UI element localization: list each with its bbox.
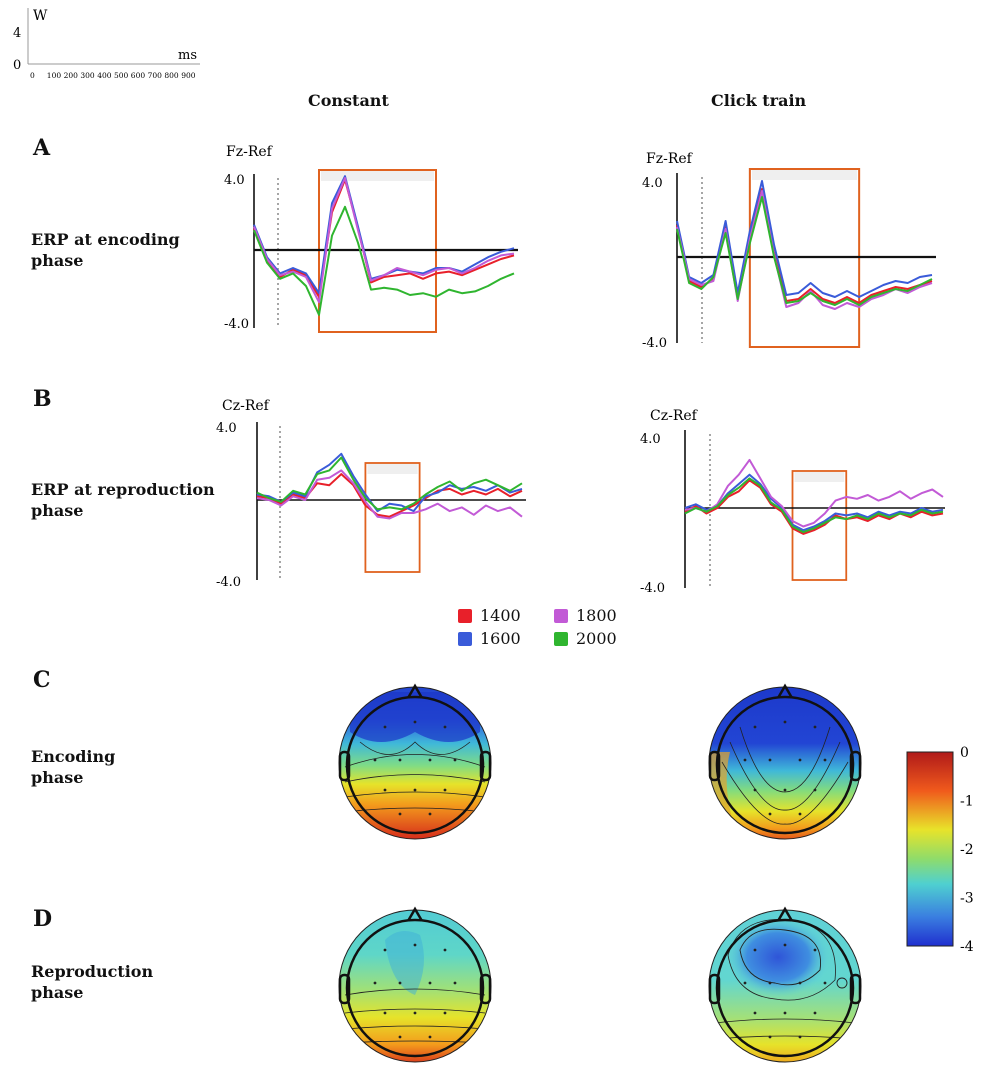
column-header-click-train: Click train <box>711 91 807 110</box>
scale-x-tick: 700 <box>148 71 163 80</box>
colorbar: 0 -1 -2 -3 -4 <box>906 745 974 955</box>
row-label-d-line2: phase <box>31 983 84 1002</box>
colorbar-tick-label: -2 <box>960 842 974 858</box>
legend-swatch-1800 <box>554 608 568 623</box>
series-line-1600 <box>256 452 523 513</box>
scale-y-tick-0: 0 <box>13 58 21 73</box>
scale-x-tick: 300 <box>80 71 95 80</box>
legend-item-1600: 1600 <box>458 629 554 648</box>
erp-chart-reproduction-click-train: Cz-Ref 4.0 -4.0 <box>640 408 945 594</box>
series-line-1600 <box>676 180 933 298</box>
topomap-reproduction-constant <box>338 906 492 1063</box>
scale-x-tick: 600 <box>131 71 146 80</box>
panel-letter-c: C <box>33 667 51 693</box>
row-label-a: ERP at encoding phase <box>31 229 180 271</box>
row-label-c-line2: phase <box>31 768 84 787</box>
scale-x-tick: 900 <box>181 71 196 80</box>
series-line-1400 <box>256 473 523 518</box>
legend-swatch-2000 <box>554 631 568 646</box>
series-line-1400 <box>676 188 933 304</box>
highlight-window <box>364 462 421 573</box>
row-label-a-line1: ERP at encoding <box>31 230 180 249</box>
highlight-window-shade <box>794 472 845 482</box>
scale-x-tick: 0 <box>30 71 35 80</box>
y-tick-label-bottom: -4.0 <box>224 317 249 332</box>
row-label-b-line1: ERP at reproduction <box>31 480 215 499</box>
legend: 1400 1800 1600 2000 <box>458 606 650 648</box>
series-line-1800 <box>684 458 944 528</box>
panel-letter-a: A <box>33 135 51 161</box>
legend-swatch-1400 <box>458 608 472 623</box>
scale-x-tick: 200 <box>64 71 79 80</box>
erp-chart-encoding-click-train: Fz-Ref 4.0 -4.0 <box>642 151 936 351</box>
series-line-1800 <box>256 469 523 520</box>
legend-label-2000: 2000 <box>576 629 617 648</box>
series-line-1800 <box>676 190 933 310</box>
row-label-c-line1: Encoding <box>31 747 116 766</box>
legend-label-1800: 1800 <box>576 606 617 625</box>
y-tick-label-top: 4.0 <box>640 432 661 447</box>
series-line-1600 <box>684 473 944 532</box>
channel-label: Fz-Ref <box>646 151 694 167</box>
legend-swatch-1600 <box>458 631 472 646</box>
y-tick-label-bottom: -4.0 <box>216 575 241 588</box>
row-label-a-line2: phase <box>31 251 84 270</box>
y-tick-label-top: 4.0 <box>224 173 245 188</box>
row-label-d: Reproduction phase <box>31 961 153 1003</box>
topomap-encoding-constant <box>338 683 492 840</box>
scale-bar: W 4 0 ms 0 100 200 300 400 500 600 700 800 900 <box>13 8 200 80</box>
column-header-constant: Constant <box>308 91 389 110</box>
colorbar-gradient <box>906 751 954 947</box>
series-line-2000 <box>676 196 933 306</box>
channel-label: Fz-Ref <box>226 144 274 160</box>
channel-label: Cz-Ref <box>222 398 271 414</box>
scale-x-tick: 800 <box>164 71 179 80</box>
legend-item-1400: 1400 <box>458 606 554 625</box>
colorbar-tick-label: -3 <box>960 891 974 907</box>
legend-item-2000: 2000 <box>554 629 650 648</box>
panel-letter-b: B <box>33 386 52 412</box>
colorbar-tick-label: 0 <box>960 745 969 761</box>
series-line-1800 <box>253 177 515 304</box>
panel-letter-d: D <box>33 906 53 932</box>
y-tick-label-bottom: -4.0 <box>642 336 667 351</box>
row-label-b-line2: phase <box>31 501 84 520</box>
legend-item-1800: 1800 <box>554 606 650 625</box>
scale-x-tick: 400 <box>97 71 112 80</box>
row-label-b: ERP at reproduction phase <box>31 479 215 521</box>
highlight-window-shade <box>367 464 418 474</box>
series-line-2000 <box>684 477 944 534</box>
erp-chart-encoding-constant: Fz-Ref 4.0 -4.0 <box>224 144 518 333</box>
scale-y-unit: W <box>33 8 48 24</box>
topomap-reproduction-click-train <box>708 906 862 1063</box>
colorbar-ticks: 0 -1 -2 -3 -4 <box>960 745 974 955</box>
channel-label: Cz-Ref <box>650 408 699 424</box>
scale-x-tick: 100 <box>47 71 62 80</box>
scale-x-tick: 500 <box>114 71 129 80</box>
colorbar-tick-label: -4 <box>960 939 974 955</box>
row-label-c: Encoding phase <box>31 746 115 788</box>
series-line-1400 <box>253 178 515 298</box>
topomap-encoding-click-train <box>708 683 862 840</box>
scale-y-tick-4: 4 <box>13 26 21 41</box>
y-tick-label-bottom: -4.0 <box>640 581 665 594</box>
series-line-2000 <box>253 205 515 316</box>
highlight-window-shade <box>321 171 434 181</box>
row-label-d-line1: Reproduction <box>31 962 154 981</box>
y-tick-label-top: 4.0 <box>216 421 237 436</box>
legend-label-1600: 1600 <box>480 629 521 648</box>
series-line-2000 <box>256 456 523 511</box>
scale-x-unit: ms <box>178 48 197 63</box>
scale-x-ticks: 0 100 200 300 400 500 600 700 800 900 <box>30 71 196 80</box>
legend-label-1400: 1400 <box>480 606 521 625</box>
erp-chart-reproduction-constant: Cz-Ref 4.0 -4.0 <box>216 398 526 588</box>
y-tick-label-top: 4.0 <box>642 176 663 191</box>
colorbar-tick-label: -1 <box>960 794 974 810</box>
highlight-window-shade <box>751 170 858 180</box>
